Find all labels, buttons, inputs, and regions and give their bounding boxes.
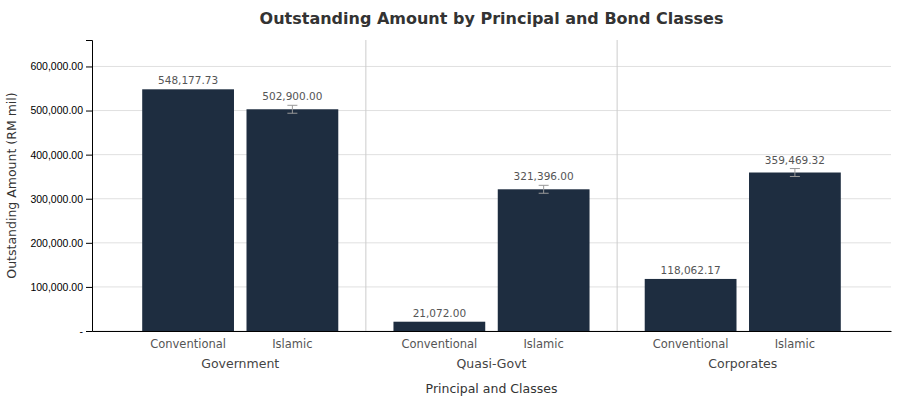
bar (246, 109, 338, 331)
plot: - 100,000.00 200,000.00 300,000.00 400,000.0… (4, 40, 892, 396)
x-axis-title: Principal and Classes (426, 381, 558, 396)
subgroup-label: Islamic (775, 337, 815, 351)
data-label: 321,396.00 (514, 170, 574, 182)
error-bar (790, 169, 800, 177)
labels: 548,177.73 Conventional 21,072.00 Conventio… (4, 74, 825, 396)
bar (393, 322, 485, 331)
y-tick-mark (86, 155, 92, 156)
y-tick-label: 400,000.00 (30, 148, 83, 160)
subgroup-label: Conventional (150, 337, 226, 351)
x-axis (93, 331, 892, 332)
y-tick-label: 300,000.00 (30, 193, 83, 205)
bar (142, 89, 234, 331)
error-bar-line (790, 176, 800, 177)
marks (142, 89, 841, 331)
divider (365, 40, 366, 331)
error-bar-line (539, 185, 549, 186)
divider (617, 40, 618, 331)
y-tick: 200,000.00 (30, 237, 92, 249)
group-label: Quasi-Govt (456, 356, 526, 371)
error-bar-line (543, 185, 544, 193)
dividers (366, 40, 617, 331)
grid-line (92, 66, 891, 67)
error-bar-line (790, 168, 800, 169)
y-tick-mark (86, 66, 92, 67)
y-tick-mark (86, 243, 92, 244)
y-tick-mark (86, 287, 92, 288)
y-tick: 100,000.00 (30, 281, 92, 293)
y-axis: - 100,000.00 200,000.00 300,000.00 400,000.0… (30, 41, 92, 337)
error-bar-line (539, 193, 549, 194)
data-label: 21,072.00 (413, 307, 466, 319)
subgroup-label: Conventional (653, 337, 729, 351)
y-tick: - (80, 325, 93, 337)
y-tick-label: 600,000.00 (30, 60, 83, 72)
bar (498, 189, 590, 331)
error-bar (539, 185, 549, 193)
y-tick-mark (86, 331, 92, 332)
y-axis-title: Outstanding Amount (RM mil) (4, 92, 19, 278)
error-bar-line (292, 105, 293, 113)
bar (749, 173, 841, 331)
y-tick: 600,000.00 (30, 60, 92, 72)
data-label: 118,062.17 (661, 264, 721, 276)
title: Outstanding Amount by Principal and Bond… (260, 9, 724, 28)
x-axis-line (93, 331, 892, 332)
error-bar-line (287, 105, 297, 106)
error-bar-line (794, 169, 795, 177)
y-tick: 400,000.00 (30, 148, 92, 160)
subgroup-label: Conventional (401, 337, 477, 351)
y-axis-line (86, 41, 93, 332)
y-tick-label: 200,000.00 (30, 237, 83, 249)
grid (92, 66, 891, 331)
y-tick: 500,000.00 (30, 104, 92, 116)
data-label: 548,177.73 (158, 74, 218, 86)
group-label: Corporates (708, 356, 777, 371)
subgroup-label: Islamic (523, 337, 563, 351)
chart: - 100,000.00 200,000.00 300,000.00 400,000.0… (0, 0, 911, 409)
y-tick-mark (86, 199, 92, 200)
error-bar (287, 105, 297, 113)
y-tick-mark (86, 111, 92, 112)
data-label: 502,900.00 (262, 90, 322, 102)
y-tick-label: 500,000.00 (30, 104, 83, 116)
error-bar-line (287, 113, 297, 114)
y-tick-label: 100,000.00 (30, 281, 83, 293)
data-label: 359,469.32 (765, 154, 825, 166)
y-tick: 300,000.00 (30, 193, 92, 205)
y-tick-label: - (80, 325, 84, 337)
subgroup-label: Islamic (272, 337, 312, 351)
bar (645, 279, 737, 331)
group-label: Government (201, 356, 279, 371)
